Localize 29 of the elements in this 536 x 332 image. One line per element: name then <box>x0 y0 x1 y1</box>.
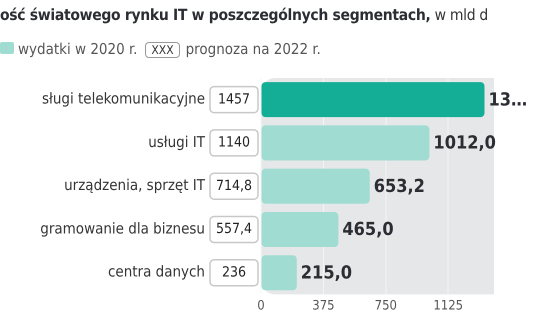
data-label: 465,0 <box>342 219 394 240</box>
data-label: 13… <box>488 89 528 110</box>
x-tick-label: 0 <box>257 298 265 314</box>
chart-subtitle: w mld d <box>434 6 488 24</box>
bar <box>262 82 485 118</box>
y-tick-label: urządzenia, sprzęt IT <box>64 176 206 194</box>
y-tick-label: centra danych <box>108 262 205 281</box>
bar <box>262 212 338 247</box>
data-label: 1012,0 <box>433 132 496 154</box>
bar <box>262 168 370 204</box>
bar <box>262 255 297 290</box>
y-tick-label: gramowanie dla biznesu <box>40 219 205 238</box>
y-tick-label: usługi IT <box>148 132 206 151</box>
x-tick-label: 1125 <box>433 298 464 314</box>
text: 714,8 <box>216 178 252 194</box>
data-label: 215,0 <box>300 262 352 284</box>
y-tick-label: sługi telekomunikacyjne <box>42 90 205 108</box>
data-label: 653,2 <box>374 176 425 197</box>
bar <box>262 125 430 160</box>
text: prognoza na 2022 r. <box>186 40 321 58</box>
text: 1457 <box>218 91 250 108</box>
text: 236 <box>222 264 246 280</box>
text: 1140 <box>218 134 250 151</box>
text: XXX <box>145 42 180 58</box>
legend-label: wydatki w 2020 r. <box>18 40 138 58</box>
x-tick-label: 375 <box>312 298 335 314</box>
chart-title: ość światowego rynku IT w poszczególnych segmentach, <box>0 6 430 24</box>
text: 557,4 <box>216 221 252 238</box>
x-tick-label: 750 <box>374 298 397 314</box>
